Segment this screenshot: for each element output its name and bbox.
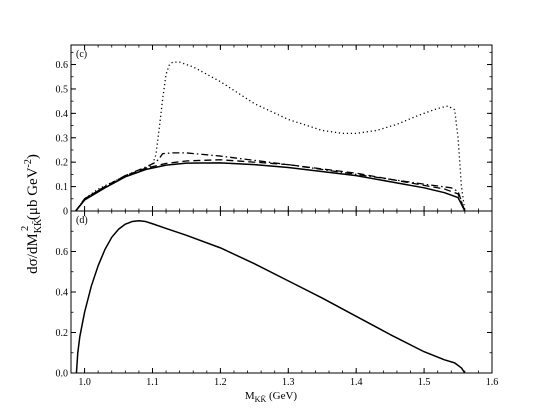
series-line-dash-dot [75,152,466,211]
series-line-solid [75,162,466,211]
x-axis-title: MKK̄ (GeV) [245,390,298,404]
y-tick-label: 0.0 [56,369,69,380]
plot-frame [70,210,493,374]
y-tick-label: 0.6 [56,60,69,71]
y-axis-title: dσ/dMKK̄2 (μb GeV-2) [20,154,44,274]
panel-label: (d) [76,215,88,226]
panel-label: (c) [76,49,87,60]
y-tick-label: 0 [63,207,68,218]
y-tick-label: 0.5 [56,84,69,95]
x-tick-label: 1.2 [214,377,227,388]
y-tick-label: 0.4 [56,109,69,120]
y-axis-label-unit: (μb GeV [25,167,41,224]
panel-c: 0 0.1 0.2 0.3 0.4 0.5 0.6 (c) [56,44,493,218]
x-tick-label: 1.6 [486,377,499,388]
y-tick-label: 0.3 [56,133,69,144]
x-tick-label: 1.4 [350,377,363,388]
x-tick-label: 1.3 [282,377,295,388]
y-tick-label: 0.4 [56,288,69,299]
x-axis-label-main: M [245,390,255,402]
y-tick-label: 0.2 [56,158,69,169]
x-tick-label: 1.5 [418,377,431,388]
panel-d: 1.0 1.1 1.2 1.3 1.4 1.5 1.6 0.0 0.2 0.4 0.6 (d) [56,210,499,388]
series-line-solid [75,219,466,373]
y-tick-label: 0.2 [56,328,69,339]
y-axis-label-close: ) [25,154,41,159]
y-axis-label-subscript: KK̄ [32,218,44,233]
x-axis-label-unit: (GeV) [266,390,297,402]
series-line-dotted [75,61,466,211]
x-tick-label: 1.0 [78,377,91,388]
y-tick-label: 0.6 [56,247,69,258]
x-axis-label-subscript: KK̄ [255,395,267,404]
y-axis-label-main: dσ/dM [25,233,41,274]
y-axis-label-unit-superscript: -2 [23,159,34,167]
y-tick-label: 0.1 [56,182,69,193]
y-axis-label-superscript: 2 [20,226,31,231]
x-tick-label: 1.1 [146,377,159,388]
